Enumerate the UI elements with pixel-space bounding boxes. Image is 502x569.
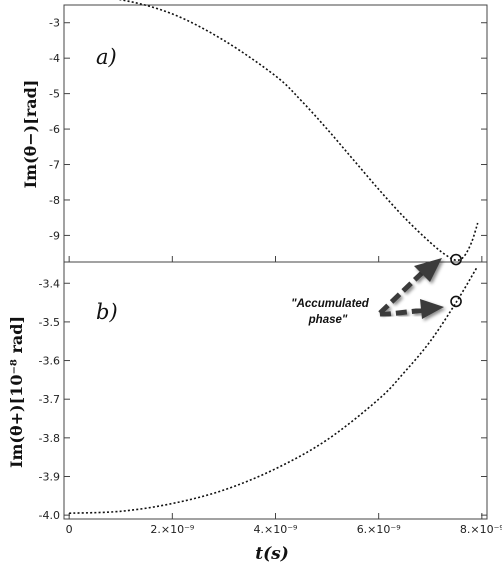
y-tick-label: -9 [49, 229, 60, 242]
y-tick-label: -6 [49, 123, 60, 136]
marker-circle-panel-a [450, 253, 462, 266]
panel-a-frame [63, 4, 488, 263]
panel-a-y-axis-label: Im(θ−)[rad] [21, 80, 40, 189]
annotation-line-2: phase" [308, 314, 348, 326]
arrowhead-a [414, 258, 442, 282]
panel-b-label: b) [96, 300, 118, 324]
x-tick-label: 8.×10⁻⁹ [460, 523, 502, 536]
arrow-to-panel-a [378, 269, 426, 315]
y-tick-label: -7 [49, 159, 60, 172]
y-tick-label: -5 [49, 88, 60, 101]
panel-b-y-axis-label: Im(θ+)[10⁻⁸ rad] [7, 316, 26, 468]
x-tick-label: 0 [66, 523, 73, 536]
marker-circle-panel-b [450, 295, 462, 308]
panel-a-ticks: -3 -4 -5 -6 -7 -8 -9 [49, 17, 487, 262]
curves [69, 0, 479, 514]
x-axis-label: t(s) [255, 544, 289, 564]
y-tick-label: -8 [49, 194, 60, 207]
y-tick-label: -3.8 [39, 432, 60, 445]
y-tick-label: -3.4 [39, 277, 60, 290]
annotation-line-1: "Accumulated [291, 298, 370, 310]
x-tick-label: 2.×10⁻⁹ [150, 523, 194, 536]
arrow-to-panel-b [379, 307, 426, 318]
arrowhead-b [420, 299, 444, 319]
y-tick-label: -3.9 [39, 470, 60, 483]
panel-b-ticks: -3.4 -3.5 -3.6 -3.7 -3.8 -3.9 -4.0 0 2.×10⁻⁹ 4.×1… [39, 277, 502, 536]
x-tick-label: 6.×10⁻⁹ [357, 523, 401, 536]
accumulated-phase-annotation: "Accumulated phase" [291, 258, 444, 326]
y-tick-label: -3.6 [39, 355, 60, 368]
y-tick-label: -4 [49, 52, 60, 65]
series-line-panel-a [117, 0, 479, 262]
x-tick-label: 4.×10⁻⁹ [254, 523, 298, 536]
panel-a-label: a) [96, 45, 117, 69]
y-tick-label: -3.7 [39, 393, 60, 406]
series-line-panel-b [69, 267, 478, 514]
y-tick-label: -3 [49, 17, 60, 30]
y-tick-label: -3.5 [39, 316, 60, 329]
y-tick-label: -4.0 [39, 509, 60, 522]
